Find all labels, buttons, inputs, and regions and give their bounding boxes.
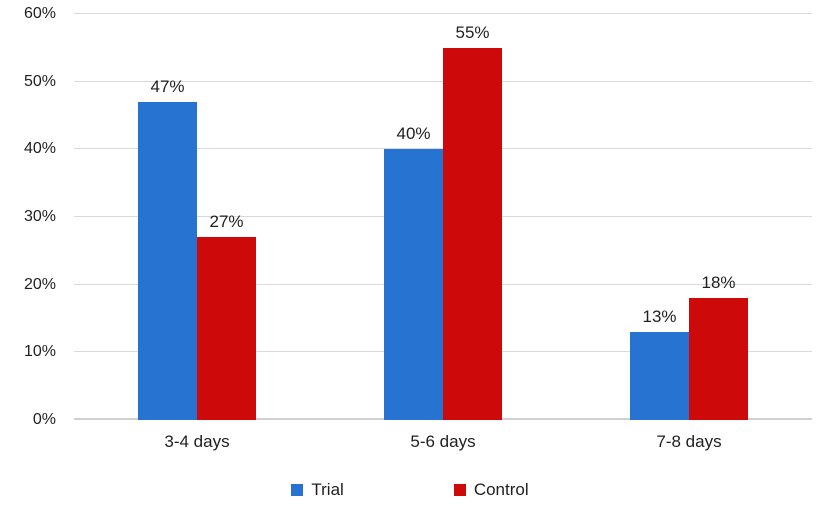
bar-value-label: 47% <box>150 76 185 96</box>
bar-value-label: 40% <box>396 124 431 144</box>
bar-control <box>197 237 256 420</box>
legend-label: Trial <box>311 480 344 499</box>
bar-pair: 47% 27% <box>138 14 256 420</box>
bar-group: 40% 55% <box>320 14 566 420</box>
x-axis-label: 5-6 days <box>410 432 476 451</box>
bar-trial <box>630 332 689 420</box>
bar-value-label: 55% <box>455 22 490 42</box>
bar-control <box>443 47 502 420</box>
bar-value-label: 13% <box>642 307 677 327</box>
bar-value-label: 18% <box>701 273 736 293</box>
bar-column: 13% <box>630 14 689 420</box>
y-tick-label: 60% <box>23 5 56 22</box>
x-axis-label: 7-8 days <box>656 432 722 451</box>
legend-swatch-trial <box>291 484 304 496</box>
legend: Trial Control <box>0 480 820 500</box>
bar-column: 47% <box>138 14 197 420</box>
y-tick-label: 10% <box>23 343 56 361</box>
bar-value-label: 27% <box>209 212 244 232</box>
bar-column: 40% <box>384 14 443 420</box>
bar-group: 47% 27% <box>74 14 320 420</box>
bar-pair: 40% 55% <box>384 14 502 420</box>
y-tick-label: 40% <box>23 140 56 158</box>
x-axis-label: 3-4 days <box>164 432 230 451</box>
legend-item-control: Control <box>453 480 529 500</box>
y-tick-label: 30% <box>23 208 56 225</box>
legend-item-trial: Trial <box>291 480 344 500</box>
bar-trial <box>138 101 197 420</box>
bar-column: 27% <box>197 14 256 420</box>
y-tick-label: 20% <box>23 275 56 293</box>
bar-column: 18% <box>689 14 748 420</box>
legend-label: Control <box>473 480 529 499</box>
y-tick-label: 0% <box>32 411 56 428</box>
gridline <box>74 13 812 14</box>
bar-trial <box>384 149 443 420</box>
bar-pair: 13% 18% <box>630 14 748 420</box>
x-axis: 3-4 days 5-6 days 7-8 days <box>74 431 812 452</box>
bar-column: 55% <box>443 14 502 420</box>
bar-group: 13% 18% <box>566 14 812 420</box>
y-tick-label: 50% <box>23 72 56 90</box>
legend-swatch-control <box>453 484 466 496</box>
plot-area: 47% 27% 40% 55% 13% 18% <box>74 13 812 420</box>
bar-control <box>689 298 748 420</box>
y-axis: 0% 10% 20% 30% 40% 50% 60% <box>0 5 56 428</box>
bar-groups: 47% 27% 40% 55% 13% 18% <box>74 14 812 420</box>
